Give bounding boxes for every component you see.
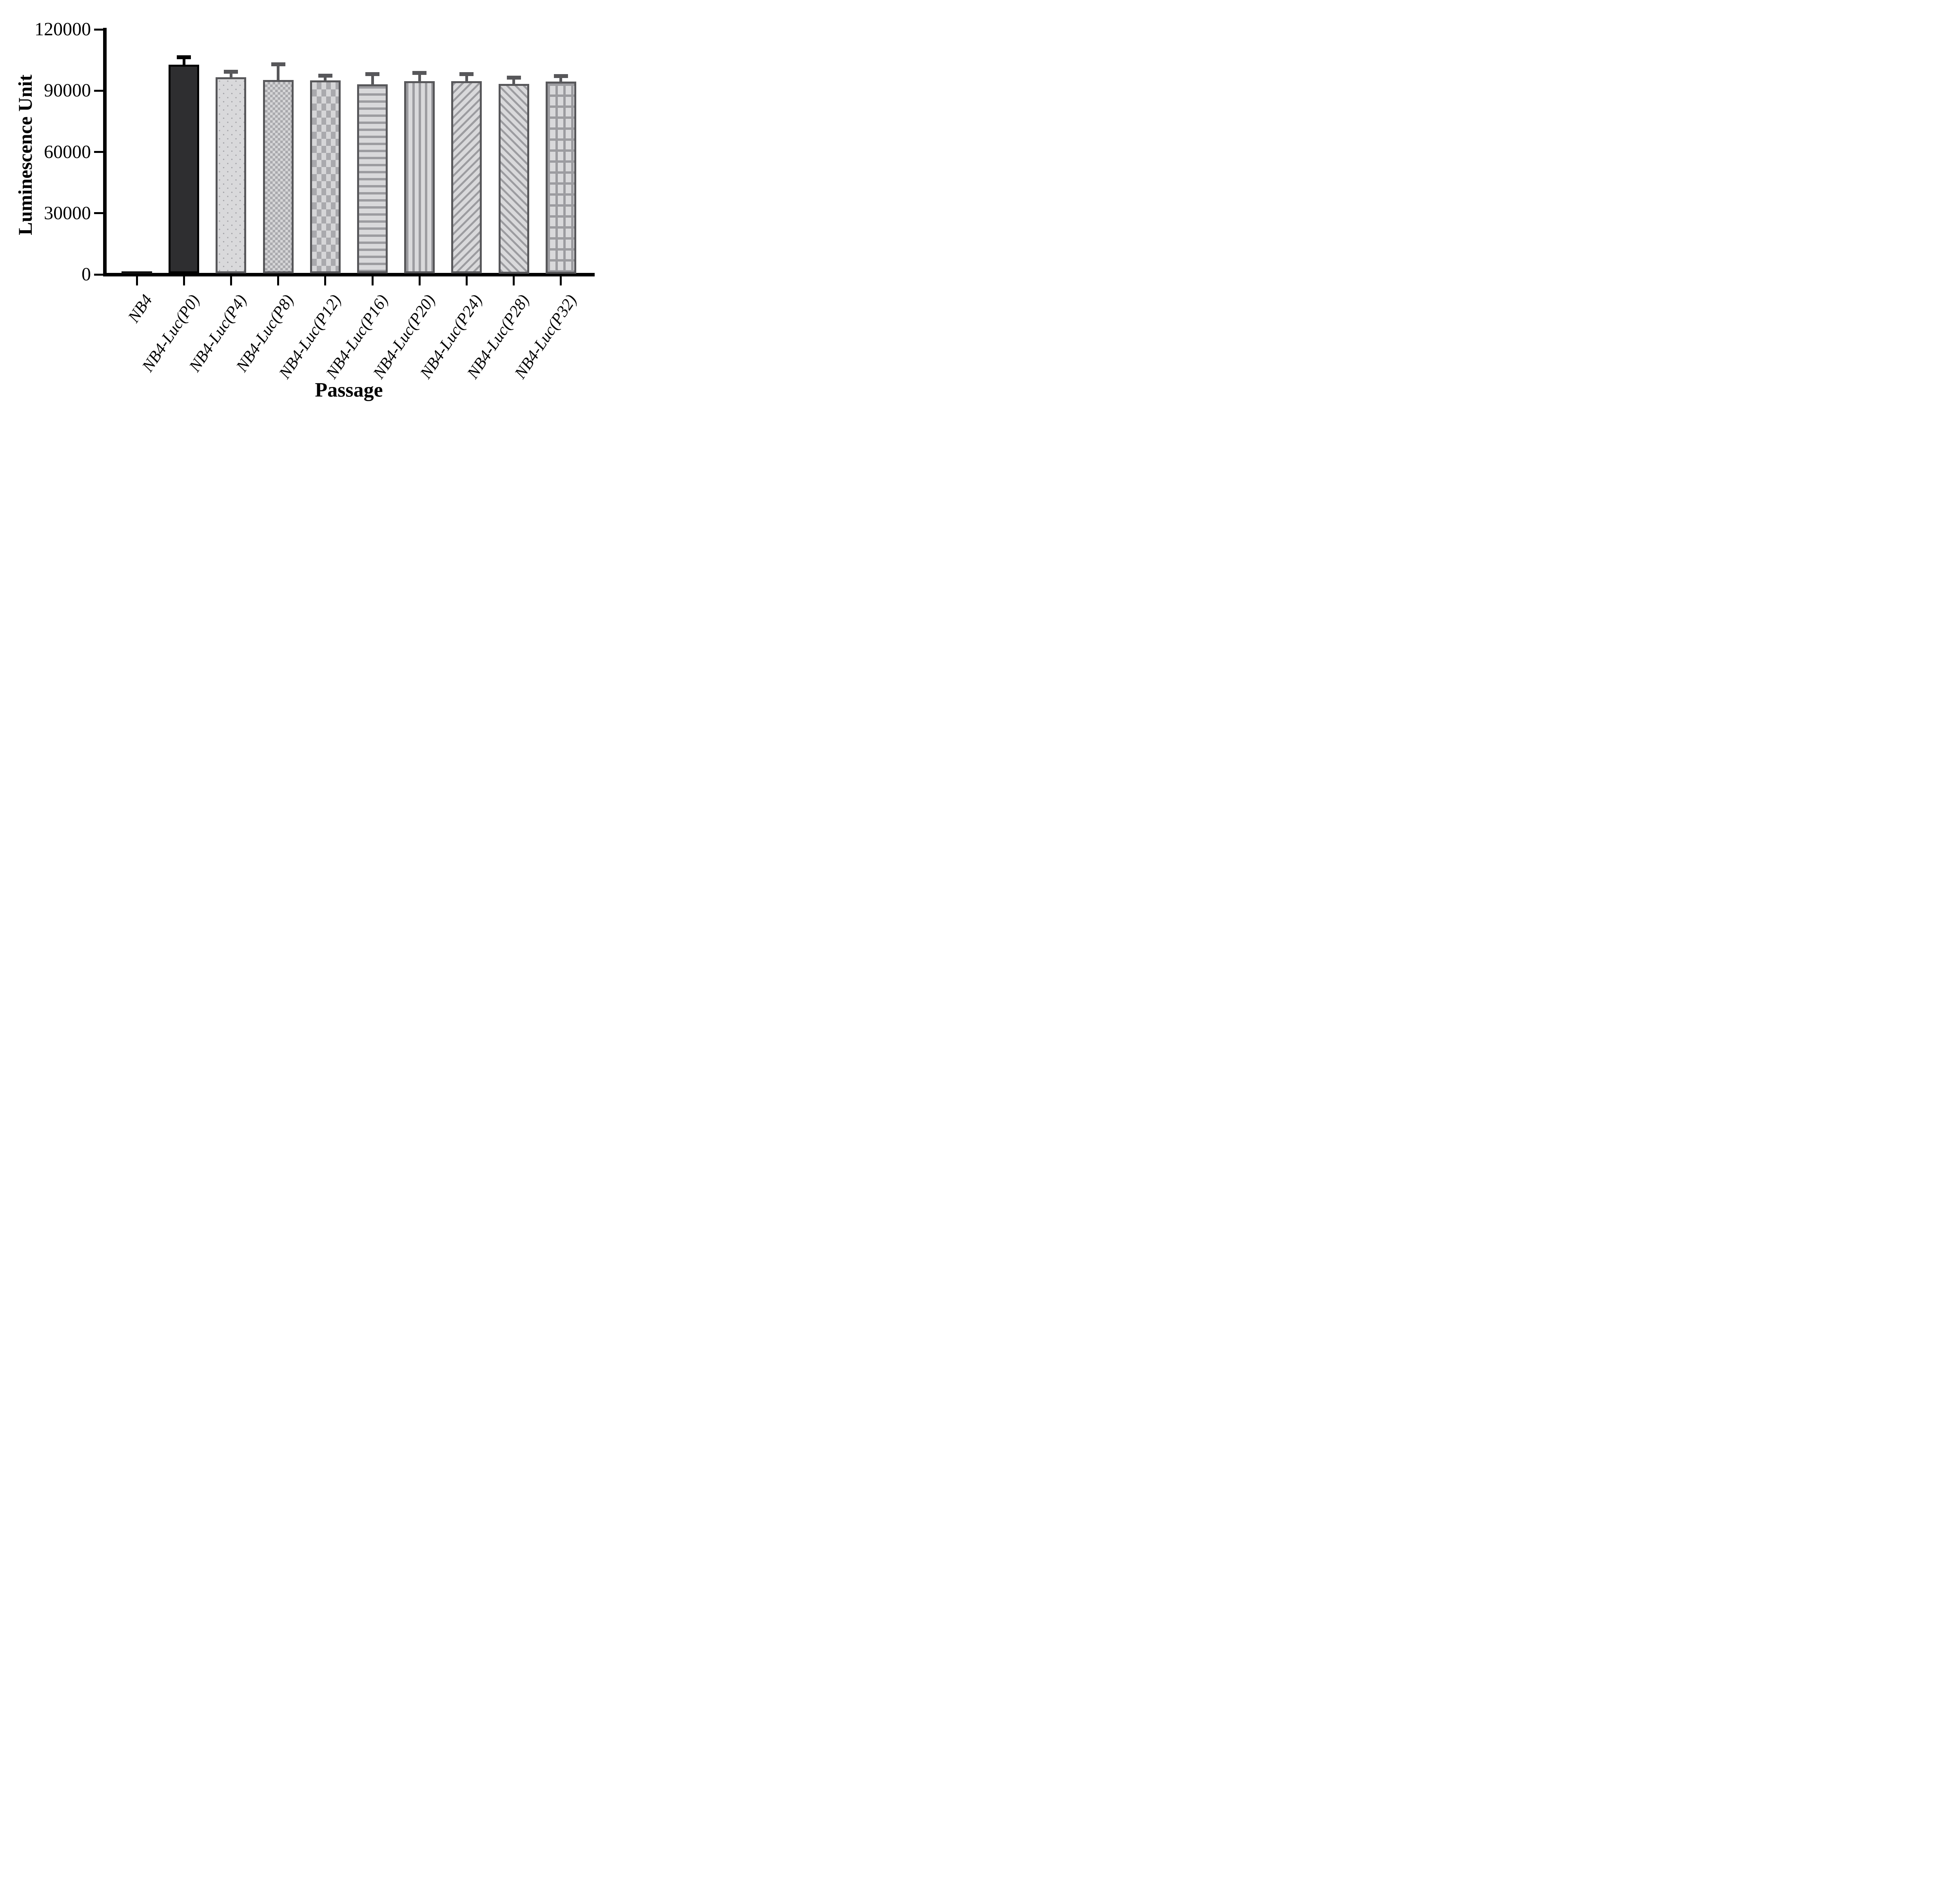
- error-bar-cap: [224, 69, 238, 74]
- y-tick: [94, 212, 103, 214]
- y-tick: [94, 89, 103, 92]
- bar-NB4-Luc(P0): [169, 65, 200, 274]
- y-tick: [94, 28, 103, 31]
- x-tick: [560, 276, 562, 285]
- x-tick-label: NB4: [125, 291, 156, 326]
- y-tick-label: 120000: [34, 19, 91, 40]
- bar-NB4-Luc(P8): [263, 80, 294, 274]
- error-bar-whisker: [465, 75, 468, 84]
- x-tick: [136, 276, 138, 285]
- error-bar-whisker: [277, 65, 280, 83]
- x-axis-line: [103, 273, 595, 276]
- error-bar-whisker: [418, 74, 421, 84]
- x-tick: [418, 276, 421, 285]
- bar-NB4-Luc(P24): [451, 81, 482, 274]
- error-bar-cap: [177, 55, 191, 59]
- error-bar-cap: [271, 62, 285, 66]
- error-bar-cap: [554, 74, 568, 78]
- x-tick: [513, 276, 515, 285]
- error-bar-whisker: [182, 58, 185, 67]
- chart-figure: Luminescence Unit Passage 0 30000 60000 900…: [0, 0, 615, 414]
- error-bar-cap: [412, 71, 427, 75]
- error-bar-cap: [365, 72, 379, 76]
- y-tick-label: 0: [82, 264, 91, 285]
- error-bar-cap: [318, 74, 332, 78]
- x-axis-title: Passage: [315, 379, 383, 402]
- x-tick: [230, 276, 232, 285]
- x-tick: [277, 276, 279, 285]
- bar-NB4-Luc(P12): [310, 80, 341, 274]
- y-axis-line: [103, 28, 107, 276]
- y-tick: [94, 273, 103, 276]
- y-tick-label: 30000: [44, 202, 91, 223]
- x-tick: [324, 276, 327, 285]
- bar-NB4-Luc(P32): [545, 81, 576, 274]
- error-bar-cap: [459, 72, 474, 76]
- error-bar-whisker: [559, 77, 563, 84]
- bar-NB4-Luc(P4): [216, 77, 247, 274]
- x-tick: [371, 276, 374, 285]
- bar-NB4-Luc(P20): [404, 81, 435, 274]
- bar-NB4: [122, 271, 152, 274]
- error-bar-cap: [506, 76, 521, 80]
- error-bar-whisker: [371, 75, 374, 87]
- x-tick: [183, 276, 185, 285]
- x-tick: [465, 276, 468, 285]
- error-bar-whisker: [324, 77, 327, 83]
- bar-NB4-Luc(P16): [357, 84, 388, 274]
- y-tick: [94, 151, 103, 153]
- y-tick-label: 90000: [44, 80, 91, 101]
- error-bar-whisker: [229, 73, 232, 80]
- bar-NB4-Luc(P28): [498, 84, 529, 274]
- y-tick-label: 60000: [44, 141, 91, 162]
- error-bar-whisker: [512, 79, 515, 87]
